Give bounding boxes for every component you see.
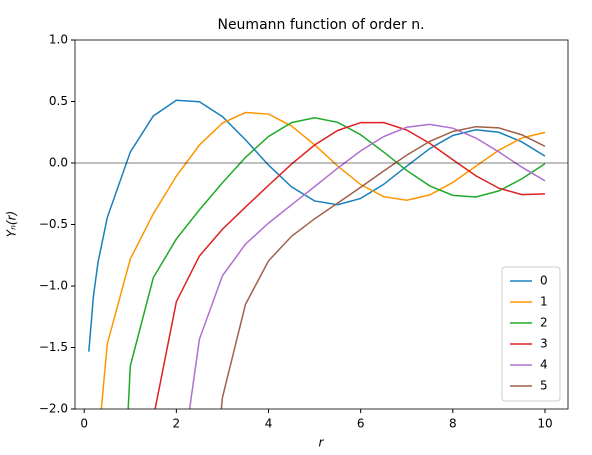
- legend-label: 2: [540, 316, 548, 330]
- series-line: [88, 99, 546, 352]
- series-line: [89, 124, 545, 455]
- x-tick-label: 0: [80, 417, 88, 431]
- legend-box: [501, 266, 561, 402]
- y-tick-label: −1.0: [39, 279, 68, 293]
- x-tick-label: 10: [537, 417, 552, 431]
- y-tick-label: 1.0: [49, 33, 68, 47]
- legend-label: 1: [540, 295, 548, 309]
- series-line: [127, 117, 546, 409]
- series-line: [154, 121, 545, 409]
- x-tick-label: 4: [265, 417, 273, 431]
- legend-label: 0: [540, 274, 548, 288]
- x-tick-label: 6: [357, 417, 365, 431]
- x-tick-label: 8: [449, 417, 457, 431]
- legend-label: 3: [540, 337, 548, 351]
- y-tick-label: −2.0: [39, 402, 68, 416]
- x-axis-label: r: [319, 436, 325, 450]
- legend-label: 4: [540, 358, 548, 372]
- y-tick-label: −0.5: [39, 217, 68, 231]
- y-tick-label: 0.0: [49, 156, 68, 170]
- legend-label: 5: [540, 379, 548, 393]
- x-tick-label: 2: [173, 417, 181, 431]
- y-axis-label: Yₙ(r): [5, 211, 19, 237]
- axes-frame: [74, 39, 569, 410]
- plot-area: [88, 99, 546, 455]
- y-tick-label: 0.5: [49, 94, 68, 108]
- series-line: [100, 111, 546, 409]
- y-tick-label: −1.5: [39, 340, 68, 354]
- chart-title: Neumann function of order n.: [217, 17, 424, 33]
